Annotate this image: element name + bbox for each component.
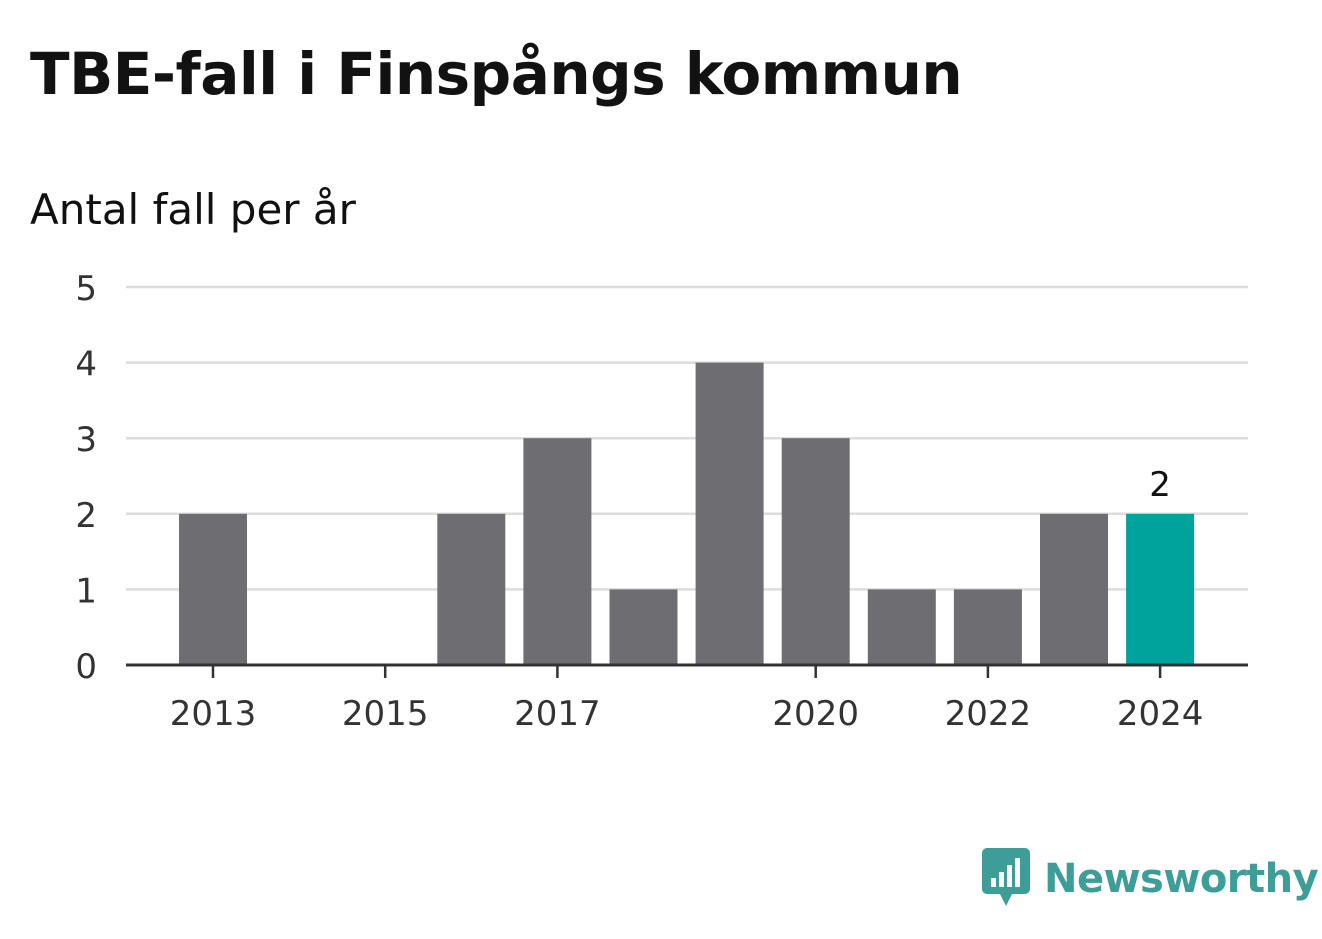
y-tick-label: 1	[75, 571, 97, 611]
bar-2016	[437, 513, 506, 665]
bar-2020	[781, 438, 850, 665]
chart-title: TBE-fall i Finspångs kommun	[30, 40, 963, 108]
newsworthy-logo-icon	[982, 848, 1030, 906]
y-tick-label: 0	[75, 647, 97, 687]
x-tick-label: 2020	[772, 694, 859, 734]
x-tick-label: 2024	[1117, 694, 1204, 734]
bar-2021	[867, 589, 936, 665]
x-tick-label: 2015	[342, 694, 429, 734]
brand-logo: Newsworthy	[982, 848, 1319, 910]
y-tick-label: 5	[75, 269, 97, 309]
data-label: 2	[1149, 465, 1171, 505]
bar-2019	[695, 362, 764, 665]
bar-2013	[179, 513, 247, 665]
bar-2022	[953, 589, 1022, 665]
y-tick-label: 2	[75, 496, 97, 536]
brand-name: Newsworthy	[1044, 856, 1319, 902]
x-tick-label: 2022	[945, 694, 1032, 734]
bar-2017	[523, 438, 592, 665]
chart-subtitle: Antal fall per år	[30, 185, 356, 234]
y-tick-label: 3	[75, 420, 97, 460]
x-tick-label: 2017	[514, 694, 601, 734]
bar-2024	[1126, 513, 1195, 665]
bar-2023	[1040, 513, 1108, 665]
x-tick-label: 2013	[170, 694, 257, 734]
bar-2018	[609, 589, 678, 665]
y-tick-label: 4	[75, 345, 97, 385]
